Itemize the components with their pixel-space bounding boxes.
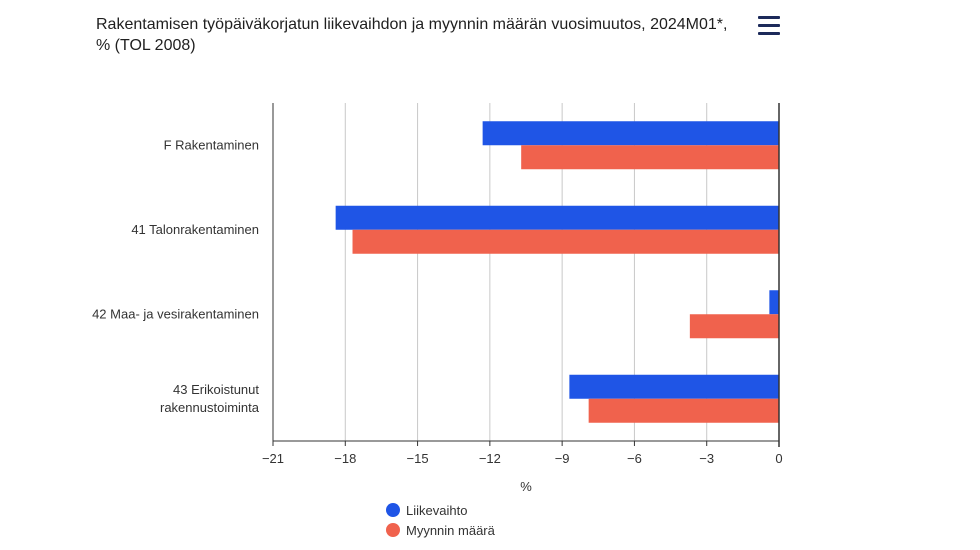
legend-item-liikevaihto[interactable]: Liikevaihto	[386, 501, 495, 519]
bar-myynnin-maara-2	[689, 314, 779, 339]
bar-liikevaihto-1	[335, 205, 779, 230]
x-tick-label-1: −18	[334, 451, 356, 466]
category-label-0: F Rakentaminen	[164, 137, 259, 152]
hamburger-menu-icon[interactable]	[758, 16, 782, 36]
bar-myynnin-maara-1	[352, 229, 779, 254]
x-tick-label-5: −6	[627, 451, 642, 466]
legend-marker-myynnin-maara	[386, 523, 400, 537]
chart-title: Rakentamisen työpäiväkorjatun liikevaihd…	[96, 14, 746, 56]
bar-myynnin-maara-3	[588, 398, 779, 423]
legend-label-myynnin-maara: Myynnin määrä	[406, 522, 495, 538]
bar-liikevaihto-0	[482, 121, 779, 146]
x-tick-label-4: −9	[555, 451, 570, 466]
legend-label-liikevaihto: Liikevaihto	[406, 502, 468, 518]
bar-liikevaihto-2	[769, 290, 779, 315]
category-label-1: 41 Talonrakentaminen	[131, 222, 259, 237]
legend-item-myynnin-maara[interactable]: Myynnin määrä	[386, 521, 495, 539]
bar-liikevaihto-3	[569, 374, 779, 399]
chart-title-line-2: % (TOL 2008)	[96, 37, 196, 54]
x-tick-label-7: 0	[775, 451, 782, 466]
category-label-3-line-1: rakennustoiminta	[160, 400, 260, 415]
category-label-3-line-0: 43 Erikoistunut	[173, 382, 259, 397]
x-axis-title: %	[520, 479, 532, 494]
x-tick-label-3: −12	[479, 451, 501, 466]
chart-title-line-1: Rakentamisen työpäiväkorjatun liikevaihd…	[96, 16, 728, 33]
category-label-2: 42 Maa- ja vesirakentaminen	[92, 306, 259, 321]
x-tick-label-0: −21	[262, 451, 284, 466]
legend-marker-liikevaihto	[386, 503, 400, 517]
bar-myynnin-maara-0	[521, 145, 779, 170]
chart-legend: Liikevaihto Myynnin määrä	[386, 501, 495, 541]
x-tick-label-2: −15	[407, 451, 429, 466]
x-tick-label-6: −3	[699, 451, 714, 466]
